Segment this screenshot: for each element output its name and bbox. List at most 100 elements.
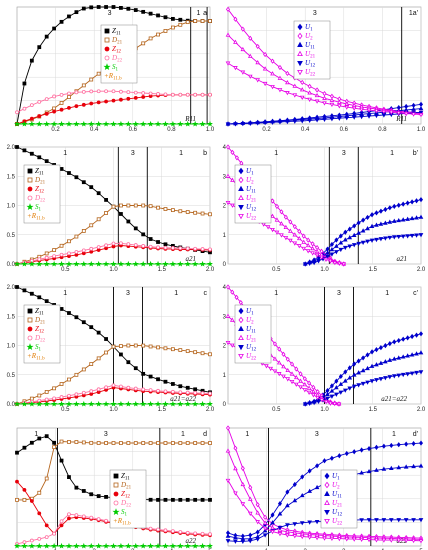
data-point: [185, 20, 190, 25]
data-point: [14, 400, 20, 407]
data-point: [332, 261, 338, 266]
data-point: [311, 393, 316, 398]
data-point: [383, 220, 388, 225]
data-point: [383, 359, 388, 364]
data-point: [338, 381, 344, 386]
legend-label: U12: [246, 343, 257, 353]
legend-box: [23, 164, 61, 224]
data-point: [14, 120, 20, 127]
data-point: [285, 533, 290, 538]
data-point: [292, 530, 298, 535]
data-point: [163, 379, 168, 384]
data-point: [74, 104, 79, 109]
data-point: [347, 375, 353, 380]
data-point: [388, 538, 394, 543]
data-point: [405, 200, 410, 206]
data-point: [288, 228, 293, 233]
data-point: [208, 247, 212, 252]
data-point: [411, 518, 416, 523]
data-point: [374, 362, 379, 367]
data-point: [299, 534, 305, 540]
data-point: [155, 400, 161, 407]
data-point: [89, 101, 94, 106]
data-point: [329, 241, 334, 248]
data-point: [95, 120, 102, 127]
legend-label: U12: [332, 508, 343, 518]
y-tick-label: 1: [223, 373, 227, 379]
data-point: [169, 260, 176, 267]
x-tick-label: 0.5: [61, 267, 70, 273]
data-point: [59, 519, 64, 524]
data-point: [374, 518, 379, 523]
data-point: [374, 109, 379, 114]
data-point: [411, 106, 416, 111]
data-point: [111, 383, 116, 388]
region-label: 1: [392, 431, 396, 438]
x-tick-label: 1.0: [320, 267, 329, 273]
data-point: [322, 101, 327, 106]
data-point: [305, 242, 311, 248]
legend-label: Z12: [112, 45, 121, 55]
legend-box: [23, 304, 61, 364]
data-point: [14, 260, 20, 267]
data-point: [192, 260, 199, 267]
data-point: [400, 234, 406, 239]
data-point: [162, 542, 169, 549]
x-tick-label: 1.5: [158, 407, 167, 413]
data-point: [225, 313, 231, 318]
legend-marker: [238, 353, 244, 360]
data-point: [36, 120, 43, 127]
data-point: [81, 514, 86, 519]
data-point: [337, 537, 342, 542]
data-point: [125, 260, 132, 267]
legend-marker: [324, 490, 330, 497]
region-label: 3: [313, 10, 317, 17]
legend-label: D22: [120, 499, 132, 509]
data-point: [329, 117, 335, 122]
data-point: [59, 458, 64, 463]
data-point: [233, 491, 238, 496]
data-point: [314, 253, 320, 258]
panel-a: 0.2 0.4 0.6 0.8 1.0 3 1 a R11 Z11D21Z12D22S1+R11.…: [14, 5, 215, 133]
data-point: [281, 351, 286, 357]
x-axis-label: a21=a22: [170, 395, 196, 403]
data-point: [396, 518, 402, 523]
data-point: [356, 220, 361, 226]
data-point: [170, 25, 175, 30]
data-point: [22, 497, 27, 502]
data-point: [177, 120, 184, 127]
data-point: [163, 207, 168, 211]
data-point: [141, 95, 146, 99]
data-point: [200, 497, 205, 502]
data-point: [119, 97, 123, 102]
legend-label: Z12: [35, 325, 44, 335]
data-point: [66, 120, 72, 127]
data-point: [418, 350, 424, 355]
data-point: [305, 249, 311, 254]
data-point: [200, 531, 205, 536]
data-point: [347, 234, 353, 240]
data-point: [292, 497, 298, 503]
panel-label: a: [203, 10, 207, 17]
data-point: [328, 401, 333, 406]
data-point: [401, 201, 406, 207]
data-point: [89, 362, 94, 366]
legend-box: [293, 20, 331, 80]
data-point: [307, 261, 312, 266]
data-point: [411, 463, 416, 469]
data-point: [163, 245, 168, 250]
data-point: [74, 175, 79, 180]
legend-label: U1: [246, 307, 254, 317]
data-point: [163, 92, 168, 97]
data-point: [133, 8, 138, 12]
data-point: [74, 372, 79, 377]
data-point: [288, 238, 293, 244]
data-point: [156, 92, 160, 96]
legend-label: D21: [120, 481, 132, 491]
data-point: [59, 107, 64, 112]
region-label: 1: [196, 10, 200, 17]
region-label: 1: [63, 290, 67, 297]
data-point: [365, 214, 370, 221]
data-point: [230, 149, 235, 156]
